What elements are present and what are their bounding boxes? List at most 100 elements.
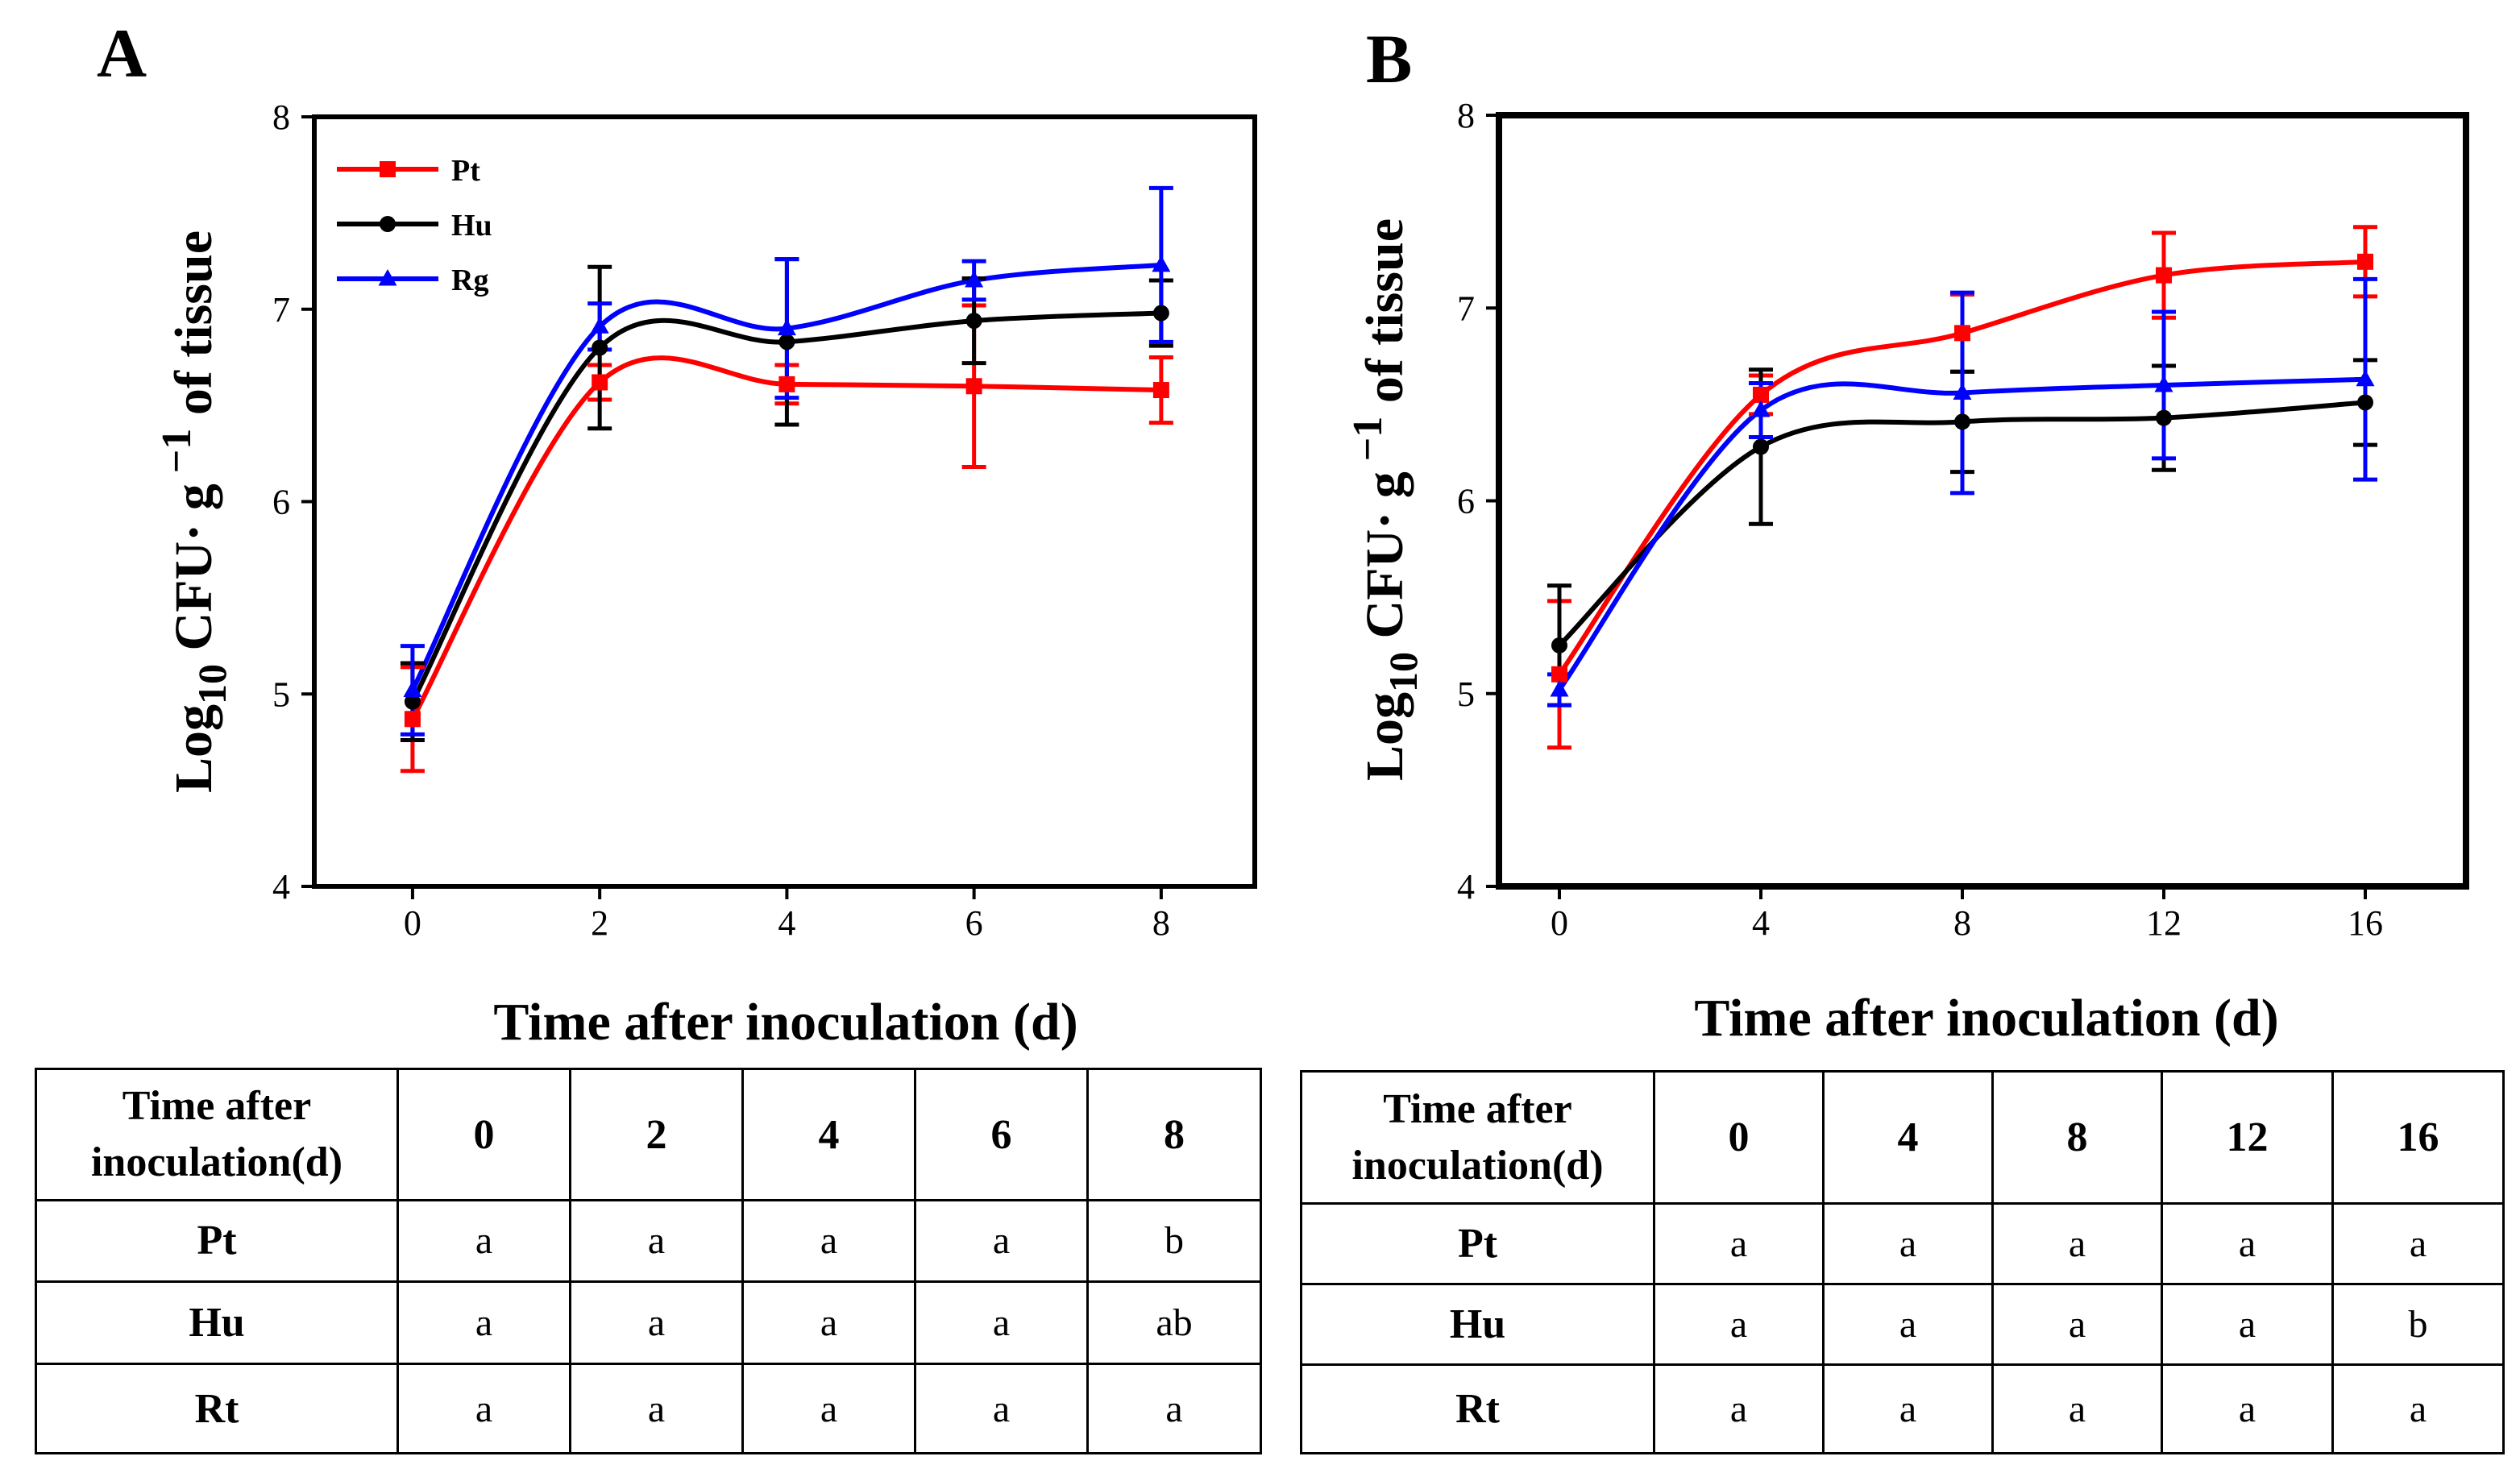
y-axis-title-a-sub: 10: [189, 664, 235, 704]
y-axis-title-b-g: g: [1355, 471, 1414, 512]
triangle-marker: [2356, 369, 2375, 387]
series-curves-b: [1557, 259, 2366, 691]
triangle-marker: [965, 270, 984, 288]
y-axis-title-a-cfu: CFU: [164, 541, 223, 664]
panel-letter-b: B: [1366, 20, 1412, 98]
table-a-col-header: 4: [741, 1067, 916, 1202]
series-curves-a: [410, 262, 1162, 720]
table-a-col-header: 0: [396, 1067, 571, 1202]
legend-label: Pt: [451, 154, 480, 188]
y-axis-title-b-log: Log: [1355, 692, 1414, 781]
table-b-corner-line1: Time after: [1383, 1085, 1572, 1132]
y-tick-label: 6: [272, 483, 290, 522]
y-tick-label: 5: [272, 674, 290, 714]
y-axis-title-a: Log10 CFU· g −1 of tissue: [154, 230, 235, 793]
table-cell: a: [2161, 1363, 2334, 1454]
panel-a: A 0 2 4 6 8 4 5 6 7 8 Pt Hu Rg Time after inoculati…: [97, 15, 1257, 1052]
series-line-circle: [1557, 400, 2366, 648]
legend-label: Hu: [451, 209, 492, 243]
table-a-col-header: 2: [569, 1067, 744, 1202]
table-cell: a: [1086, 1363, 1262, 1454]
table-cell: a: [1653, 1202, 1825, 1285]
table-row: Hu a a a a ab: [35, 1280, 1262, 1366]
table-a-corner-line2: inoculation(d): [90, 1139, 343, 1185]
table-cell: a: [2331, 1363, 2505, 1454]
series-line-Pt: [410, 355, 1161, 720]
significance-table-a: Time after inoculation(d) 0 2 4 6 8 Pt a …: [35, 1067, 1262, 1454]
circle-marker: [2357, 394, 2373, 411]
series-line-square: [1557, 259, 2366, 676]
table-row: Rt a a a a a: [35, 1363, 1262, 1454]
square-marker: [778, 376, 795, 392]
table-a-corner: Time after inoculation(d): [35, 1067, 399, 1202]
table-cell: a: [914, 1280, 1089, 1366]
table-cell: a: [569, 1363, 744, 1454]
table-a-header-row: Time after inoculation(d) 0 2 4 6 8: [35, 1067, 1262, 1202]
panel-letter-a: A: [97, 15, 147, 92]
table-cell: a: [1822, 1283, 1994, 1366]
legend-item: Rg: [337, 263, 488, 297]
table-row: Pt a a a a b: [35, 1199, 1262, 1283]
square-marker: [2357, 253, 2373, 270]
square-marker: [2156, 267, 2172, 284]
panel-b: B 0 4 8 12 16 4 5 6 7 8 Time after inoculation (d…: [1345, 20, 2469, 1048]
legend-item: Hu: [337, 209, 492, 243]
circle-marker: [1152, 305, 1169, 322]
x-tick-label: 4: [1752, 903, 1770, 943]
y-axis-title-b-tail: of tissue: [1355, 218, 1414, 417]
y-axis-title-b-cfu: CFU: [1355, 529, 1414, 652]
table-b-col-header: 12: [2161, 1070, 2334, 1205]
y-tick-label: 4: [272, 867, 290, 907]
table-cell: a: [914, 1199, 1089, 1283]
table-cell: a: [2161, 1283, 2334, 1366]
circle-marker: [380, 216, 396, 232]
table-a-row-label: Hu: [35, 1280, 399, 1366]
square-marker: [1551, 666, 1567, 683]
table-cell: a: [1822, 1363, 1994, 1454]
series-line-Hu: [410, 310, 1162, 703]
circle-marker: [1551, 637, 1567, 654]
table-a-row-label: Rt: [35, 1363, 399, 1454]
table-b-row-label: Hu: [1300, 1283, 1655, 1366]
y-tick-label: 6: [1457, 482, 1475, 521]
square-marker: [380, 161, 396, 177]
x-tick-label: 0: [404, 903, 421, 943]
table-b-row-label: Rt: [1300, 1363, 1655, 1454]
y-tick-label: 5: [1457, 674, 1475, 714]
triangle-marker: [590, 317, 609, 334]
square-marker: [404, 711, 421, 728]
legend-item: Pt: [337, 154, 480, 188]
y-axis-title-b: Log10 CFU· g −1 of tissue: [1345, 218, 1426, 781]
table-cell: a: [396, 1363, 571, 1454]
legend-label: Rg: [451, 263, 488, 297]
legend-a: Pt Hu Rg: [337, 154, 492, 297]
table-b-corner-line2: inoculation(d): [1351, 1142, 1604, 1189]
series-line-triangle: [1557, 376, 2366, 691]
y-axis-title-b-sup: −1: [1345, 417, 1391, 472]
table-cell: a: [741, 1280, 916, 1366]
x-tick-label: 12: [2146, 903, 2182, 943]
table-b-col-header: 16: [2331, 1070, 2505, 1205]
significance-table-b: Time after inoculation(d) 0 4 8 12 16 Pt …: [1300, 1070, 2505, 1454]
circle-marker: [1753, 438, 1769, 455]
svg-text:Log10 CFU· g −1 of tissue: Log10 CFU· g −1 of tissue: [1345, 218, 1426, 781]
table-cell: a: [1991, 1202, 2163, 1285]
table-b-row-label: Pt: [1300, 1202, 1655, 1285]
table-a-row-label: Pt: [35, 1199, 399, 1283]
y-tick-label: 7: [1457, 288, 1475, 328]
data-markers-a: [403, 255, 1171, 728]
table-b-corner: Time after inoculation(d): [1300, 1070, 1655, 1205]
triangle-marker: [1152, 255, 1171, 272]
triangle-marker: [1751, 400, 1771, 417]
y-axis-title-a-g: g: [164, 483, 223, 524]
data-markers-b: [1550, 253, 2375, 697]
square-marker: [1753, 386, 1769, 403]
table-row: Rt a a a a a: [1300, 1363, 2505, 1454]
x-tick-label: 16: [2348, 903, 2383, 943]
circle-marker: [965, 313, 982, 330]
series-line-Rg: [410, 262, 1162, 691]
x-axis-title-a: Time after inoculation (d): [493, 993, 1077, 1052]
y-axis-title-a-sup: −1: [154, 429, 200, 484]
circle-marker: [2156, 409, 2172, 426]
